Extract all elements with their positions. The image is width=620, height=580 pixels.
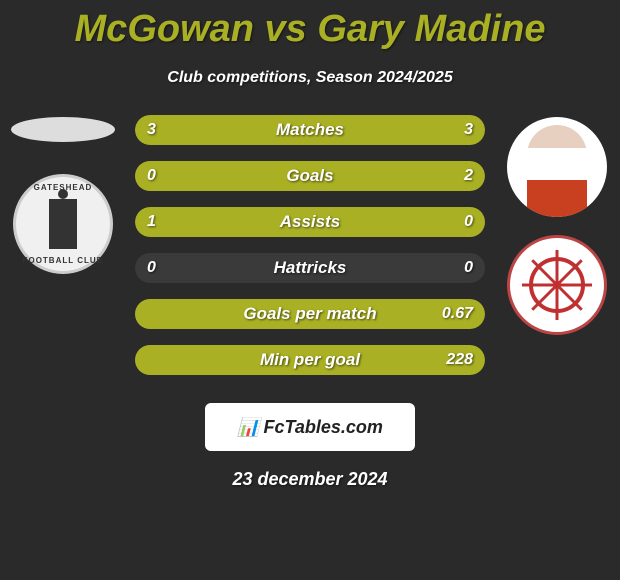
player-right-silhouette-icon xyxy=(527,125,587,217)
stat-label: Matches xyxy=(135,115,485,145)
club-badge-left: GATESHEAD FOOTBALL CLUB xyxy=(13,174,113,274)
badge-right-wheel-icon xyxy=(529,257,585,313)
stat-bar: 228Min per goal xyxy=(135,345,485,375)
player-right-photo xyxy=(507,117,607,217)
comparison-content: GATESHEAD FOOTBALL CLUB 33Matches 02Goals… xyxy=(0,115,620,395)
stat-label: Hattricks xyxy=(135,253,485,283)
stat-bar: 10Assists xyxy=(135,207,485,237)
stat-bar: 0.67Goals per match xyxy=(135,299,485,329)
player-left-avatar xyxy=(11,117,115,142)
logo-icon: 📊 xyxy=(237,417,259,438)
logo-text: FcTables.com xyxy=(264,417,383,438)
badge-left-text-bot: FOOTBALL CLUB xyxy=(23,256,104,265)
logo-box: 📊 FcTables.com xyxy=(205,403,415,451)
stat-bar: 33Matches xyxy=(135,115,485,145)
stat-label: Goals per match xyxy=(135,299,485,329)
page-title: McGowan vs Gary Madine xyxy=(0,0,620,51)
right-player-column xyxy=(502,117,612,335)
subtitle: Club competitions, Season 2024/2025 xyxy=(0,69,620,87)
badge-left-statue-icon xyxy=(49,199,77,249)
stat-bar: 02Goals xyxy=(135,161,485,191)
date-text: 23 december 2024 xyxy=(0,469,620,490)
club-badge-right xyxy=(507,235,607,335)
stat-label: Assists xyxy=(135,207,485,237)
stat-label: Min per goal xyxy=(135,345,485,375)
stat-bar: 00Hattricks xyxy=(135,253,485,283)
stat-bars: 33Matches 02Goals 10Assists 00Hattricks 0.67… xyxy=(135,115,485,391)
left-player-column: GATESHEAD FOOTBALL CLUB xyxy=(8,117,118,274)
stat-label: Goals xyxy=(135,161,485,191)
